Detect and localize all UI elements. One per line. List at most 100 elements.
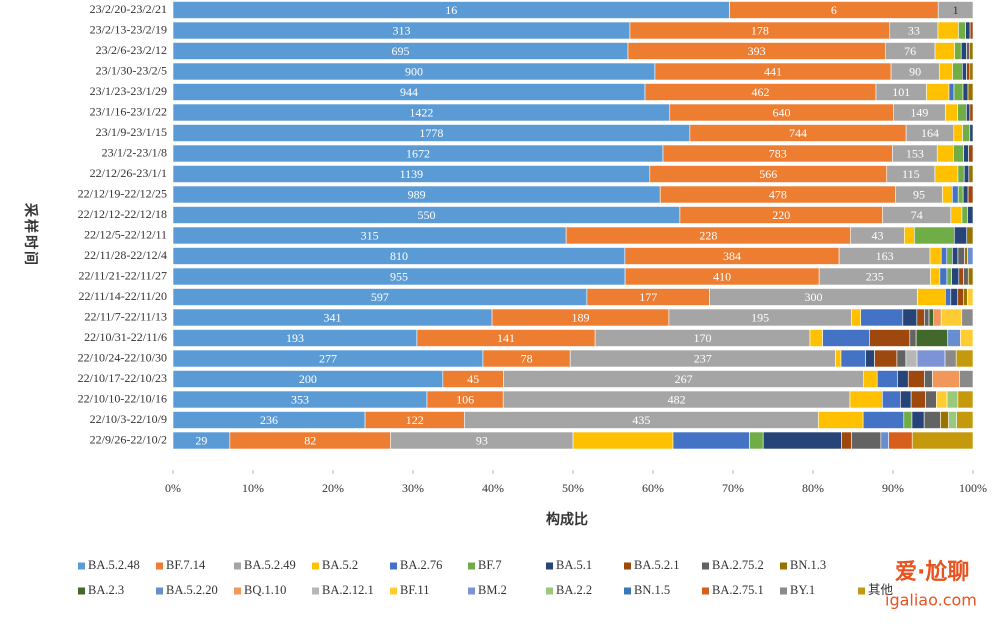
bar-segment <box>959 370 974 388</box>
data-label: 277 <box>319 351 337 365</box>
bar-segment <box>954 42 962 60</box>
bar-segment <box>911 411 925 429</box>
bar-segment <box>965 21 971 40</box>
data-label: 566 <box>759 167 777 181</box>
bar-segment <box>948 83 955 101</box>
data-label: 82 <box>304 433 316 447</box>
y-tick-label: 22/10/3-22/10/9 <box>90 412 167 426</box>
bar-segment <box>958 21 967 40</box>
legend-label: 其他 <box>868 583 894 597</box>
watermark: igaliao.com <box>885 591 977 610</box>
bar-segment <box>962 288 968 306</box>
data-label: 78 <box>521 351 533 365</box>
bar-segment <box>928 308 935 327</box>
legend-label: BQ.1.10 <box>244 583 286 597</box>
legend-swatch <box>624 562 631 570</box>
data-label: 29 <box>195 433 207 447</box>
data-label: 43 <box>872 228 884 242</box>
bar-segment <box>967 247 974 265</box>
data-label: 640 <box>773 105 791 119</box>
data-label: 200 <box>299 372 317 386</box>
data-label: 810 <box>390 249 408 263</box>
bar-segment <box>952 185 959 204</box>
bar-segment <box>957 390 974 409</box>
bar-segment <box>880 431 889 450</box>
bar-segment <box>897 370 909 388</box>
data-label: 695 <box>391 44 409 58</box>
data-label: 153 <box>906 146 924 160</box>
y-tick-label: 22/12/5-22/12/11 <box>84 227 167 241</box>
bar-segment <box>903 411 913 429</box>
legend-label: BF.7.14 <box>166 558 206 572</box>
legend-label: BA.2.3 <box>88 583 124 597</box>
bar-segment <box>939 267 948 286</box>
legend-swatch <box>624 587 631 595</box>
legend-label: BA.5.2.48 <box>88 558 140 572</box>
data-label: 384 <box>723 249 741 263</box>
legend-swatch <box>780 587 787 595</box>
legend-label: BA.5.2.49 <box>244 558 296 572</box>
bar-segment <box>888 431 913 450</box>
legend-swatch <box>78 562 85 570</box>
bar-segment <box>926 83 950 101</box>
x-tick-label: 20% <box>322 481 344 495</box>
legend-swatch <box>234 562 241 570</box>
bar-segment <box>953 144 964 163</box>
data-label: 315 <box>361 228 379 242</box>
bar-segment <box>938 62 953 81</box>
legend-label: BA.5.1 <box>556 558 592 572</box>
bar-segment <box>930 267 941 286</box>
bar-segment <box>914 226 955 245</box>
bar-segment <box>749 431 764 450</box>
data-label: 462 <box>752 85 770 99</box>
bar-segment <box>963 267 969 286</box>
legend-swatch <box>468 587 475 595</box>
x-tick-label: 50% <box>562 481 584 495</box>
bar-segment <box>950 206 963 224</box>
data-label: 122 <box>406 413 424 427</box>
data-label: 410 <box>713 269 731 283</box>
bar-segment <box>915 329 949 347</box>
legend-swatch <box>546 562 553 570</box>
data-label: 482 <box>668 392 686 406</box>
legend-label: BA.2.75.1 <box>712 583 764 597</box>
legend-swatch <box>312 587 319 595</box>
bar-segment <box>911 431 974 450</box>
bar-segment <box>860 308 904 327</box>
legend-swatch <box>468 562 475 570</box>
bar-segment <box>963 165 970 183</box>
y-tick-label: 22/10/24-22/10/30 <box>78 350 167 364</box>
bar-segment <box>933 308 942 327</box>
legend-label: BA.5.2.1 <box>634 558 680 572</box>
bar-segment <box>862 411 905 429</box>
legend-label: BA.2.75.2 <box>712 558 764 572</box>
x-tick-label: 60% <box>642 481 664 495</box>
bar-segment <box>966 103 971 122</box>
bar-segment <box>876 370 898 388</box>
data-label: 597 <box>371 290 389 304</box>
bar-segment <box>969 21 974 40</box>
bar-segment <box>851 431 882 450</box>
data-label: 149 <box>910 105 928 119</box>
bar-segment <box>822 329 870 347</box>
data-label: 1672 <box>406 146 430 160</box>
data-label: 16 <box>445 3 457 17</box>
data-label: 1 <box>953 3 959 17</box>
bar-segment <box>951 267 960 286</box>
bar-segment <box>851 308 862 327</box>
bar-segment <box>962 83 969 101</box>
bar-segment <box>966 226 974 245</box>
bar-segment <box>944 288 952 306</box>
bar-segment <box>967 83 974 101</box>
bar-segment <box>937 21 959 40</box>
bar-segment <box>865 349 875 368</box>
legend-swatch <box>780 562 787 570</box>
data-label: 944 <box>400 85 418 99</box>
data-label: 441 <box>764 64 782 78</box>
data-label: 141 <box>497 331 515 345</box>
bar-segment <box>869 329 911 347</box>
data-label: 95 <box>913 187 925 201</box>
data-label: 76 <box>904 44 916 58</box>
bar-segment <box>902 308 918 327</box>
